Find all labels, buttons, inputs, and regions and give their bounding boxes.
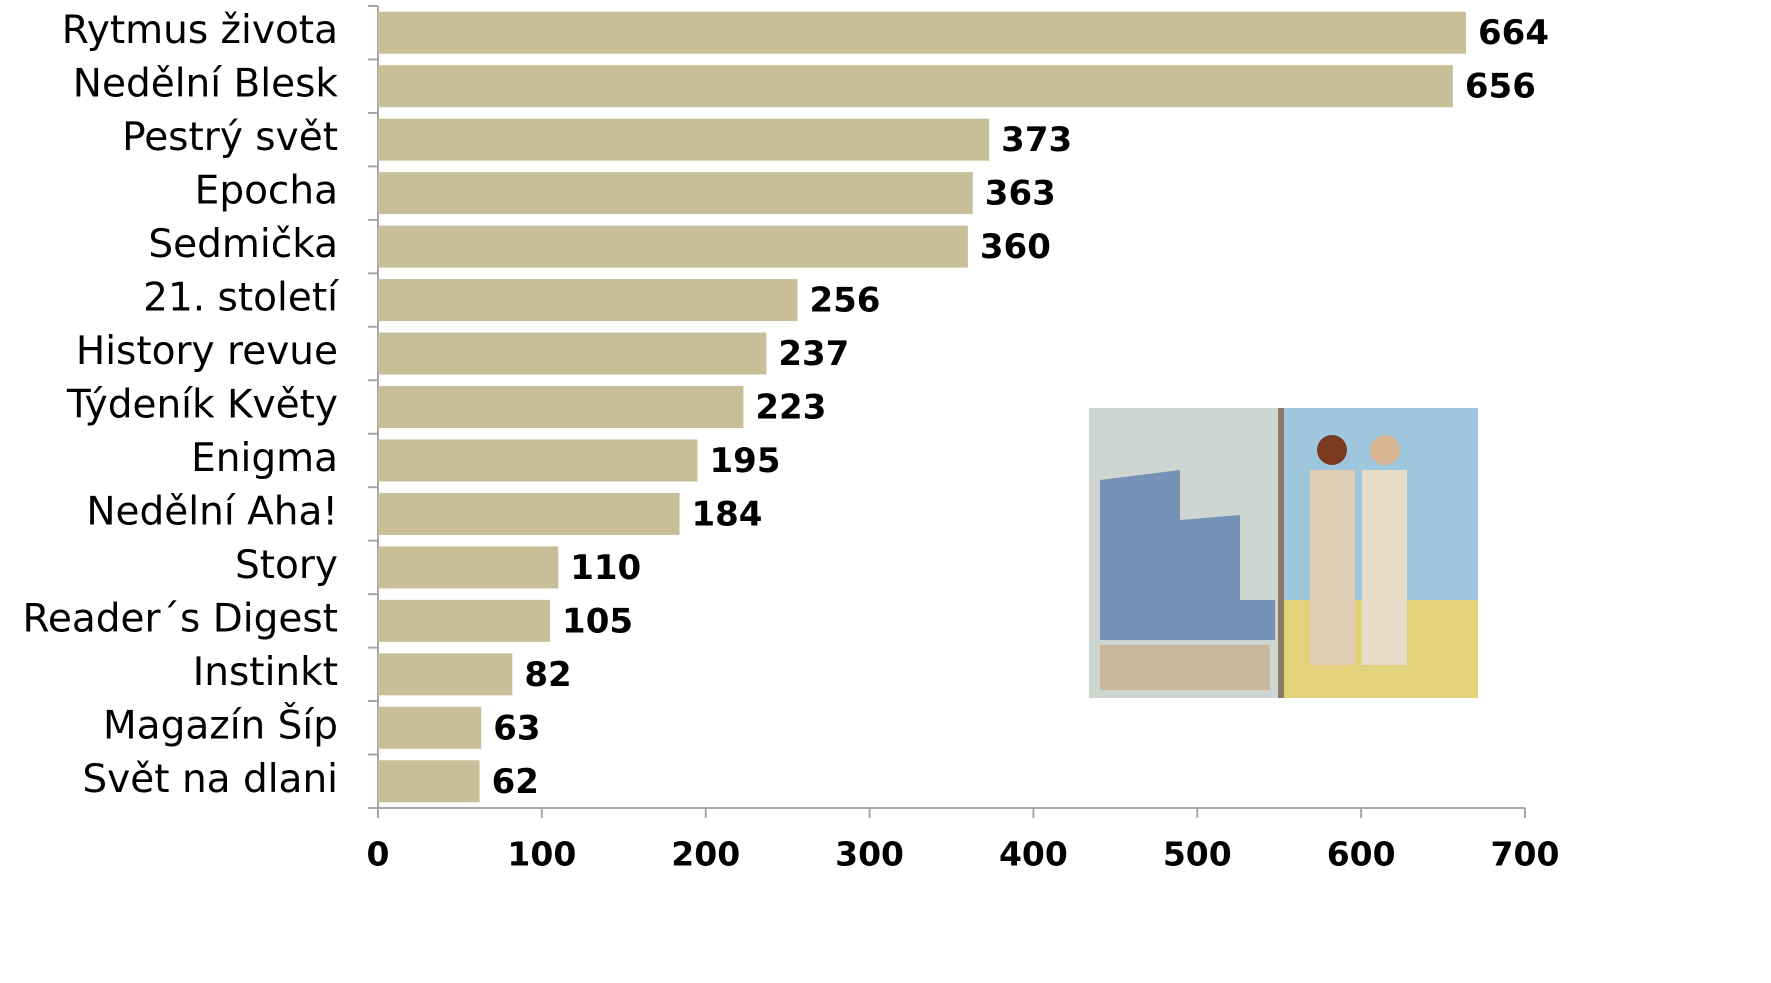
bar xyxy=(378,118,990,161)
bar xyxy=(378,760,480,803)
bar xyxy=(378,492,680,535)
value-label: 223 xyxy=(755,388,826,428)
y-tick-label: Enigma xyxy=(191,436,338,481)
y-tick-label: Nedělní Blesk xyxy=(73,62,339,107)
y-tick-label: Týdeník Květy xyxy=(66,383,338,428)
value-label: 110 xyxy=(570,548,641,588)
value-label: 63 xyxy=(493,708,540,748)
bar xyxy=(378,279,798,322)
value-label: 256 xyxy=(809,281,880,321)
x-tick-label: 200 xyxy=(671,835,740,874)
y-tick-label: Rytmus života xyxy=(62,8,338,53)
bar xyxy=(378,386,744,428)
value-label: 237 xyxy=(778,334,849,374)
x-tick-label: 600 xyxy=(1327,835,1396,874)
value-label: 82 xyxy=(524,655,571,695)
value-label: 62 xyxy=(492,762,539,802)
x-tick-label: 300 xyxy=(835,835,904,874)
value-label: 373 xyxy=(1001,120,1072,160)
bar xyxy=(378,439,698,482)
bar xyxy=(378,172,973,215)
x-tick-label: 500 xyxy=(1163,835,1232,874)
inset-photo xyxy=(1089,408,1478,698)
y-tick-label: 21. století xyxy=(143,276,339,321)
bar xyxy=(378,653,513,696)
y-tick-label: Nedělní Aha! xyxy=(86,489,338,534)
y-tick-label: Epocha xyxy=(195,169,338,214)
value-label: 184 xyxy=(691,494,762,534)
y-tick-label: Magazín Šíp xyxy=(103,701,338,748)
x-tick-label: 700 xyxy=(1491,835,1560,874)
y-tick-label: Instinkt xyxy=(193,650,338,695)
x-tick-label: 400 xyxy=(999,835,1068,874)
y-tick-label: History revue xyxy=(76,329,338,374)
y-tick-label: Story xyxy=(235,543,338,588)
value-label: 363 xyxy=(985,174,1056,214)
value-label: 195 xyxy=(710,441,781,481)
x-tick-label: 100 xyxy=(507,835,576,874)
bar xyxy=(378,11,1467,54)
y-tick-label: Reader´s Digest xyxy=(23,596,338,641)
value-label: 360 xyxy=(980,227,1051,267)
bar xyxy=(378,706,482,749)
bar xyxy=(378,225,968,268)
value-label: 105 xyxy=(562,601,633,641)
bar xyxy=(378,546,559,589)
bar xyxy=(378,332,767,375)
bar xyxy=(378,65,1453,108)
x-tick-label: 0 xyxy=(367,835,390,874)
y-tick-label: Pestrý svět xyxy=(122,115,338,160)
value-label: 656 xyxy=(1465,67,1536,107)
y-tick-label: Svět na dlani xyxy=(82,757,338,802)
y-tick-label: Sedmička xyxy=(148,222,338,267)
value-label: 664 xyxy=(1478,13,1549,53)
bar xyxy=(378,599,551,642)
